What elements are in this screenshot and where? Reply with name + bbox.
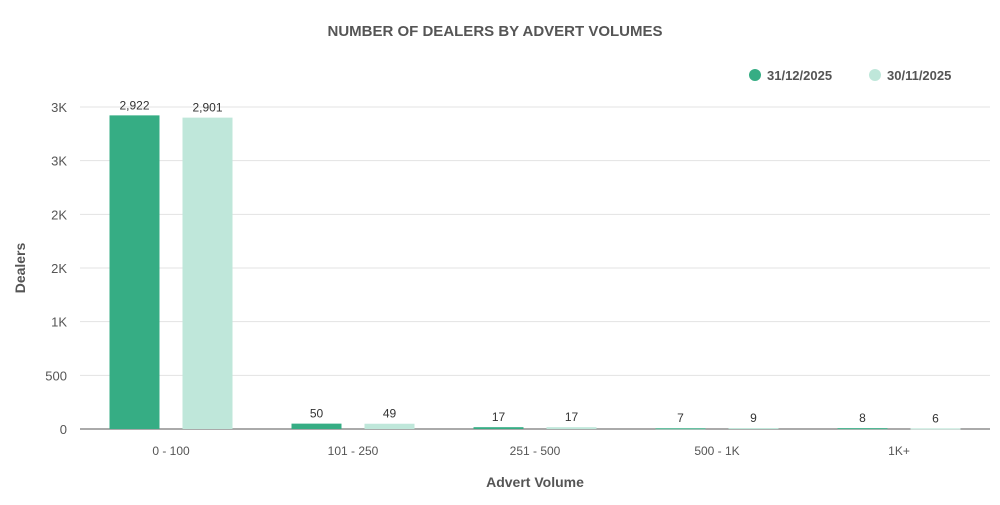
bar: [546, 427, 597, 429]
x-axis-label: Advert Volume: [486, 474, 584, 490]
y-tick-label: 1K: [51, 315, 67, 330]
y-axis-label: Dealers: [12, 242, 28, 293]
legend-marker: [869, 69, 881, 81]
x-tick-label: 0 - 100: [152, 444, 190, 458]
data-label: 50: [310, 407, 324, 421]
data-label: 6: [932, 411, 939, 425]
data-label: 2,901: [192, 101, 222, 115]
y-tick-label: 3K: [51, 100, 67, 115]
data-label: 7: [677, 411, 684, 425]
x-tick-label: 500 - 1K: [694, 444, 739, 458]
y-tick-label: 3K: [51, 154, 67, 169]
bar: [364, 423, 415, 429]
data-label: 8: [859, 411, 866, 425]
y-tick-label: 2K: [51, 207, 67, 222]
bar: [109, 115, 160, 429]
legend-label: 30/11/2025: [887, 68, 951, 83]
data-label: 9: [750, 411, 757, 425]
x-tick-label: 1K+: [888, 444, 910, 458]
data-label: 17: [492, 410, 506, 424]
bar: [473, 427, 524, 429]
legend-label: 31/12/2025: [767, 68, 832, 83]
x-tick-label: 101 - 250: [328, 444, 379, 458]
data-label: 2,922: [119, 98, 149, 112]
y-tick-label: 500: [45, 368, 67, 383]
bar: [910, 428, 961, 430]
x-tick-label: 251 - 500: [510, 444, 561, 458]
y-tick-label: 0: [60, 422, 67, 437]
bar: [655, 428, 706, 430]
data-label: 49: [383, 407, 397, 421]
data-label: 17: [565, 410, 579, 424]
y-tick-label: 2K: [51, 261, 67, 276]
bar: [182, 117, 233, 429]
chart-title: NUMBER OF DEALERS BY ADVERT VOLUMES: [327, 23, 662, 40]
bar: [291, 423, 342, 429]
legend-marker: [749, 69, 761, 81]
bar: [728, 428, 779, 430]
bar: [837, 428, 888, 430]
